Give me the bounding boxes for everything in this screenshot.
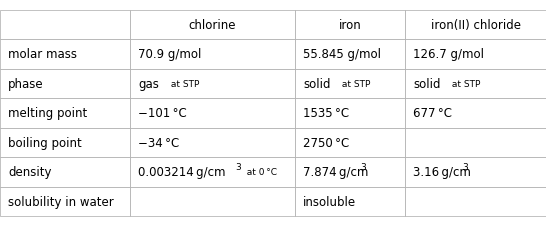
Text: iron(II) chloride: iron(II) chloride bbox=[430, 19, 520, 32]
Text: boiling point: boiling point bbox=[8, 136, 82, 149]
Text: melting point: melting point bbox=[8, 107, 87, 120]
Text: iron: iron bbox=[339, 19, 361, 32]
Text: solubility in water: solubility in water bbox=[8, 195, 114, 208]
Bar bbox=[405, 40, 546, 69]
Text: 3: 3 bbox=[235, 163, 241, 171]
Bar bbox=[405, 158, 546, 187]
Text: 2750 °C: 2750 °C bbox=[303, 136, 349, 149]
Text: 3.16 g/cm: 3.16 g/cm bbox=[413, 166, 471, 179]
Bar bbox=[0, 99, 130, 128]
Text: 677 °C: 677 °C bbox=[413, 107, 452, 120]
Bar bbox=[405, 99, 546, 128]
Bar bbox=[405, 11, 546, 40]
Text: −34 °C: −34 °C bbox=[138, 136, 179, 149]
Text: −101 °C: −101 °C bbox=[138, 107, 187, 120]
Bar bbox=[0, 187, 130, 216]
Text: density: density bbox=[8, 166, 51, 179]
Text: 0.003214 g/cm: 0.003214 g/cm bbox=[138, 166, 225, 179]
Text: gas: gas bbox=[138, 78, 159, 91]
Bar bbox=[0, 40, 130, 69]
Bar bbox=[130, 128, 295, 158]
Bar bbox=[130, 11, 295, 40]
Text: 126.7 g/mol: 126.7 g/mol bbox=[413, 48, 484, 61]
Text: chlorine: chlorine bbox=[189, 19, 236, 32]
Bar bbox=[0, 128, 130, 158]
Text: 55.845 g/mol: 55.845 g/mol bbox=[303, 48, 381, 61]
Bar bbox=[295, 40, 405, 69]
Bar bbox=[405, 128, 546, 158]
Bar bbox=[295, 99, 405, 128]
Bar bbox=[130, 69, 295, 99]
Bar bbox=[295, 69, 405, 99]
Text: 3: 3 bbox=[360, 163, 366, 171]
Bar bbox=[0, 158, 130, 187]
Text: at STP: at STP bbox=[168, 80, 199, 89]
Text: solid: solid bbox=[413, 78, 441, 91]
Bar bbox=[130, 158, 295, 187]
Bar bbox=[295, 11, 405, 40]
Text: solid: solid bbox=[303, 78, 330, 91]
Text: 1535 °C: 1535 °C bbox=[303, 107, 349, 120]
Bar bbox=[405, 187, 546, 216]
Bar bbox=[0, 11, 130, 40]
Bar bbox=[405, 69, 546, 99]
Bar bbox=[130, 187, 295, 216]
Text: 3: 3 bbox=[462, 163, 468, 171]
Bar bbox=[295, 128, 405, 158]
Text: 70.9 g/mol: 70.9 g/mol bbox=[138, 48, 201, 61]
Text: phase: phase bbox=[8, 78, 44, 91]
Text: at STP: at STP bbox=[449, 80, 480, 89]
Text: at STP: at STP bbox=[339, 80, 370, 89]
Text: molar mass: molar mass bbox=[8, 48, 77, 61]
Text: at 0 °C: at 0 °C bbox=[241, 168, 277, 177]
Bar bbox=[295, 187, 405, 216]
Bar bbox=[130, 99, 295, 128]
Bar bbox=[0, 69, 130, 99]
Text: insoluble: insoluble bbox=[303, 195, 356, 208]
Text: 7.874 g/cm: 7.874 g/cm bbox=[303, 166, 369, 179]
Bar bbox=[295, 158, 405, 187]
Bar bbox=[130, 40, 295, 69]
